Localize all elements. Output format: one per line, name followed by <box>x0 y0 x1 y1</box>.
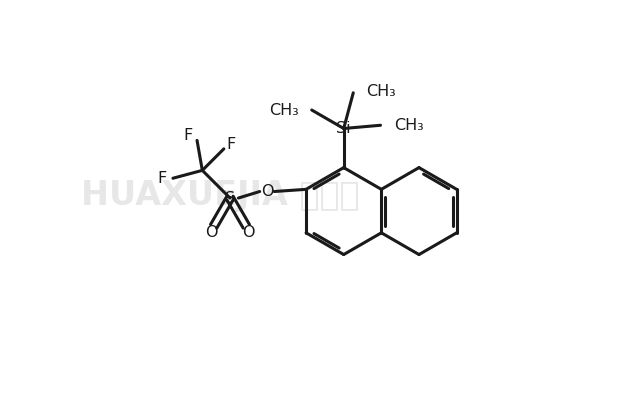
Text: CH₃: CH₃ <box>366 84 396 99</box>
Text: O: O <box>206 225 218 240</box>
Text: Si: Si <box>337 121 351 136</box>
Text: O: O <box>242 225 255 240</box>
Text: F: F <box>183 128 193 143</box>
Text: HUAXUEJIA 化学加: HUAXUEJIA 化学加 <box>81 179 359 213</box>
Text: F: F <box>158 171 167 186</box>
Text: S: S <box>225 191 235 205</box>
Text: CH₃: CH₃ <box>269 103 299 117</box>
Text: F: F <box>227 137 236 152</box>
Text: CH₃: CH₃ <box>394 118 424 133</box>
Text: O: O <box>261 184 273 199</box>
